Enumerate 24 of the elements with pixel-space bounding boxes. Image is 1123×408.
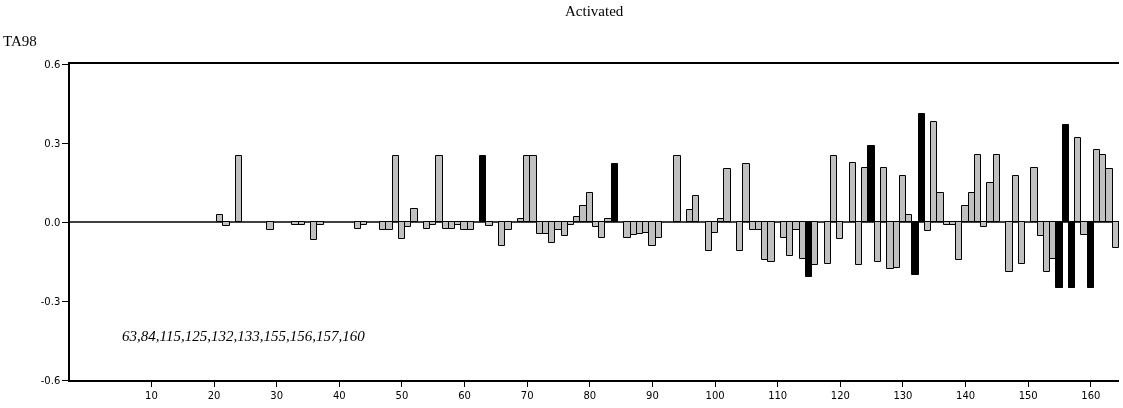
x-tick-label: 40 (332, 389, 346, 401)
y-tick-label: 0.6 (44, 58, 61, 70)
x-tick-label: 110 (768, 389, 788, 401)
x-tick-label: 10 (145, 389, 158, 401)
x-tick-label: 140 (956, 389, 976, 401)
y-tick-label: -0.6 (40, 374, 61, 386)
x-tick-label: 90 (646, 389, 659, 401)
x-tick-label: 60 (458, 389, 471, 401)
x-tick-label: 130 (893, 389, 913, 401)
x-tick-label: 20 (207, 389, 221, 401)
x-tick-label: 50 (395, 389, 409, 401)
x-tick-label: 80 (583, 389, 597, 401)
y-tick-label: 0.3 (44, 137, 61, 149)
annotation: 63,84,115,125,132,133,155,156,157,160 (122, 328, 366, 344)
x-tick-label: 120 (830, 389, 850, 401)
x-tick-label: 30 (270, 389, 284, 401)
x-tick-label: 160 (1081, 389, 1101, 401)
y-axis-title: TA98 (3, 33, 37, 49)
chart-title: Activated (565, 3, 624, 19)
x-tick-label: 70 (520, 389, 534, 401)
x-tick-label: 100 (705, 389, 725, 401)
x-tick-label: 150 (1018, 389, 1038, 401)
y-tick-label: -0.3 (40, 295, 61, 307)
y-tick-label: 0.0 (44, 216, 61, 228)
